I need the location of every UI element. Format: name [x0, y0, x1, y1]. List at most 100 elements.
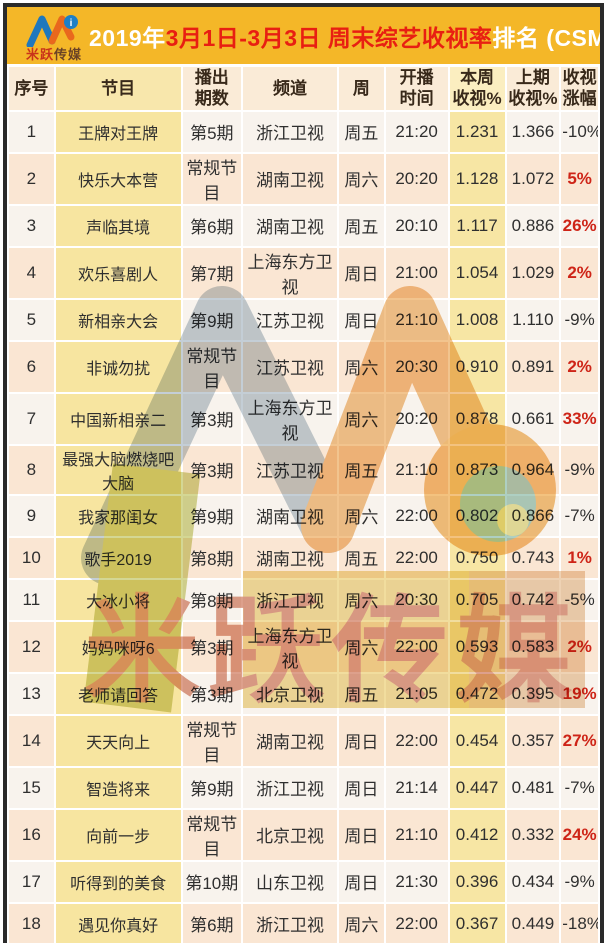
cell-week-rating: 0.873 — [450, 446, 505, 494]
ratings-card: i 米跃传媒 2019年3月1日-3月3日 周末综艺收视率排名 (CSM55 4… — [3, 3, 604, 943]
cell-change: 33% — [561, 394, 598, 444]
cell-change: 27% — [561, 716, 598, 766]
cell-rank: 11 — [9, 580, 54, 620]
cell-rank: 15 — [9, 768, 54, 808]
cell-rank: 3 — [9, 206, 54, 246]
cell-program: 智造将来 — [56, 768, 181, 808]
cell-program: 遇见你真好 — [56, 904, 181, 943]
cell-prev-rating: 0.964 — [507, 446, 560, 494]
cell-air-time: 21:14 — [386, 768, 448, 808]
cell-rank: 2 — [9, 154, 54, 204]
column-header-prev-rating: 上期收视% — [507, 67, 560, 110]
cell-episode: 第7期 — [183, 248, 241, 298]
cell-program: 妈妈咪呀6 — [56, 622, 181, 672]
cell-program: 声临其境 — [56, 206, 181, 246]
cell-channel: 北京卫视 — [243, 810, 337, 860]
cell-channel: 北京卫视 — [243, 674, 337, 714]
cell-week-rating: 1.117 — [450, 206, 505, 246]
cell-rank: 17 — [9, 862, 54, 902]
cell-weekday: 周五 — [339, 674, 384, 714]
cell-channel: 江苏卫视 — [243, 446, 337, 494]
cell-prev-rating: 0.481 — [507, 768, 560, 808]
cell-air-time: 22:00 — [386, 622, 448, 672]
cell-week-rating: 0.593 — [450, 622, 505, 672]
cell-prev-rating: 1.072 — [507, 154, 560, 204]
cell-weekday: 周六 — [339, 580, 384, 620]
cell-change: 2% — [561, 248, 598, 298]
cell-channel: 湖南卫视 — [243, 716, 337, 766]
cell-weekday: 周五 — [339, 112, 384, 152]
cell-episode: 第3期 — [183, 622, 241, 672]
cell-program: 新相亲大会 — [56, 300, 181, 340]
cell-weekday: 周六 — [339, 342, 384, 392]
cell-weekday: 周六 — [339, 394, 384, 444]
brand-logo: i 米跃传媒 — [13, 11, 95, 61]
cell-week-rating: 0.447 — [450, 768, 505, 808]
cell-change: 1% — [561, 538, 598, 578]
cell-change: -7% — [561, 768, 598, 808]
cell-channel: 湖南卫视 — [243, 154, 337, 204]
cell-channel: 湖南卫视 — [243, 206, 337, 246]
cell-program: 天天向上 — [56, 716, 181, 766]
cell-rank: 12 — [9, 622, 54, 672]
cell-change: 19% — [561, 674, 598, 714]
cell-air-time: 21:10 — [386, 300, 448, 340]
cell-episode: 第3期 — [183, 674, 241, 714]
cell-channel: 上海东方卫视 — [243, 622, 337, 672]
cell-week-rating: 1.008 — [450, 300, 505, 340]
cell-change: -10% — [561, 112, 598, 152]
cell-prev-rating: 1.110 — [507, 300, 560, 340]
cell-program: 老师请回答 — [56, 674, 181, 714]
cell-prev-rating: 0.886 — [507, 206, 560, 246]
cell-change: 2% — [561, 342, 598, 392]
cell-rank: 4 — [9, 248, 54, 298]
cell-weekday: 周六 — [339, 154, 384, 204]
cell-episode: 第9期 — [183, 300, 241, 340]
cell-week-rating: 0.910 — [450, 342, 505, 392]
cell-week-rating: 0.878 — [450, 394, 505, 444]
cell-air-time: 20:30 — [386, 580, 448, 620]
cell-weekday: 周日 — [339, 248, 384, 298]
header-row: 序号节目播出期数频道周开播时间本周收视%上期收视%收视涨幅 — [9, 67, 598, 110]
cell-rank: 16 — [9, 810, 54, 860]
column-header-week-rating: 本周收视% — [450, 67, 505, 110]
cell-air-time: 22:00 — [386, 716, 448, 766]
column-header-air-time: 开播时间 — [386, 67, 448, 110]
cell-prev-rating: 0.661 — [507, 394, 560, 444]
brand-name: 米跃传媒 — [26, 48, 82, 61]
cell-rank: 1 — [9, 112, 54, 152]
cell-channel: 江苏卫视 — [243, 300, 337, 340]
cell-change: 26% — [561, 206, 598, 246]
cell-weekday: 周日 — [339, 810, 384, 860]
cell-prev-rating: 0.866 — [507, 496, 560, 536]
cell-week-rating: 1.054 — [450, 248, 505, 298]
cell-episode: 常规节目 — [183, 810, 241, 860]
cell-week-rating: 0.472 — [450, 674, 505, 714]
cell-air-time: 20:20 — [386, 394, 448, 444]
cell-change: 24% — [561, 810, 598, 860]
cell-rank: 13 — [9, 674, 54, 714]
cell-prev-rating: 0.449 — [507, 904, 560, 943]
cell-episode: 第6期 — [183, 206, 241, 246]
cell-week-rating: 0.367 — [450, 904, 505, 943]
cell-change: -9% — [561, 300, 598, 340]
cell-prev-rating: 0.395 — [507, 674, 560, 714]
cell-program: 大冰小将 — [56, 580, 181, 620]
cell-program: 非诚勿扰 — [56, 342, 181, 392]
cell-week-rating: 0.705 — [450, 580, 505, 620]
cell-prev-rating: 0.434 — [507, 862, 560, 902]
cell-prev-rating: 0.743 — [507, 538, 560, 578]
cell-program: 向前一步 — [56, 810, 181, 860]
cell-program: 快乐大本营 — [56, 154, 181, 204]
column-header-episode: 播出期数 — [183, 67, 241, 110]
cell-change: 2% — [561, 622, 598, 672]
